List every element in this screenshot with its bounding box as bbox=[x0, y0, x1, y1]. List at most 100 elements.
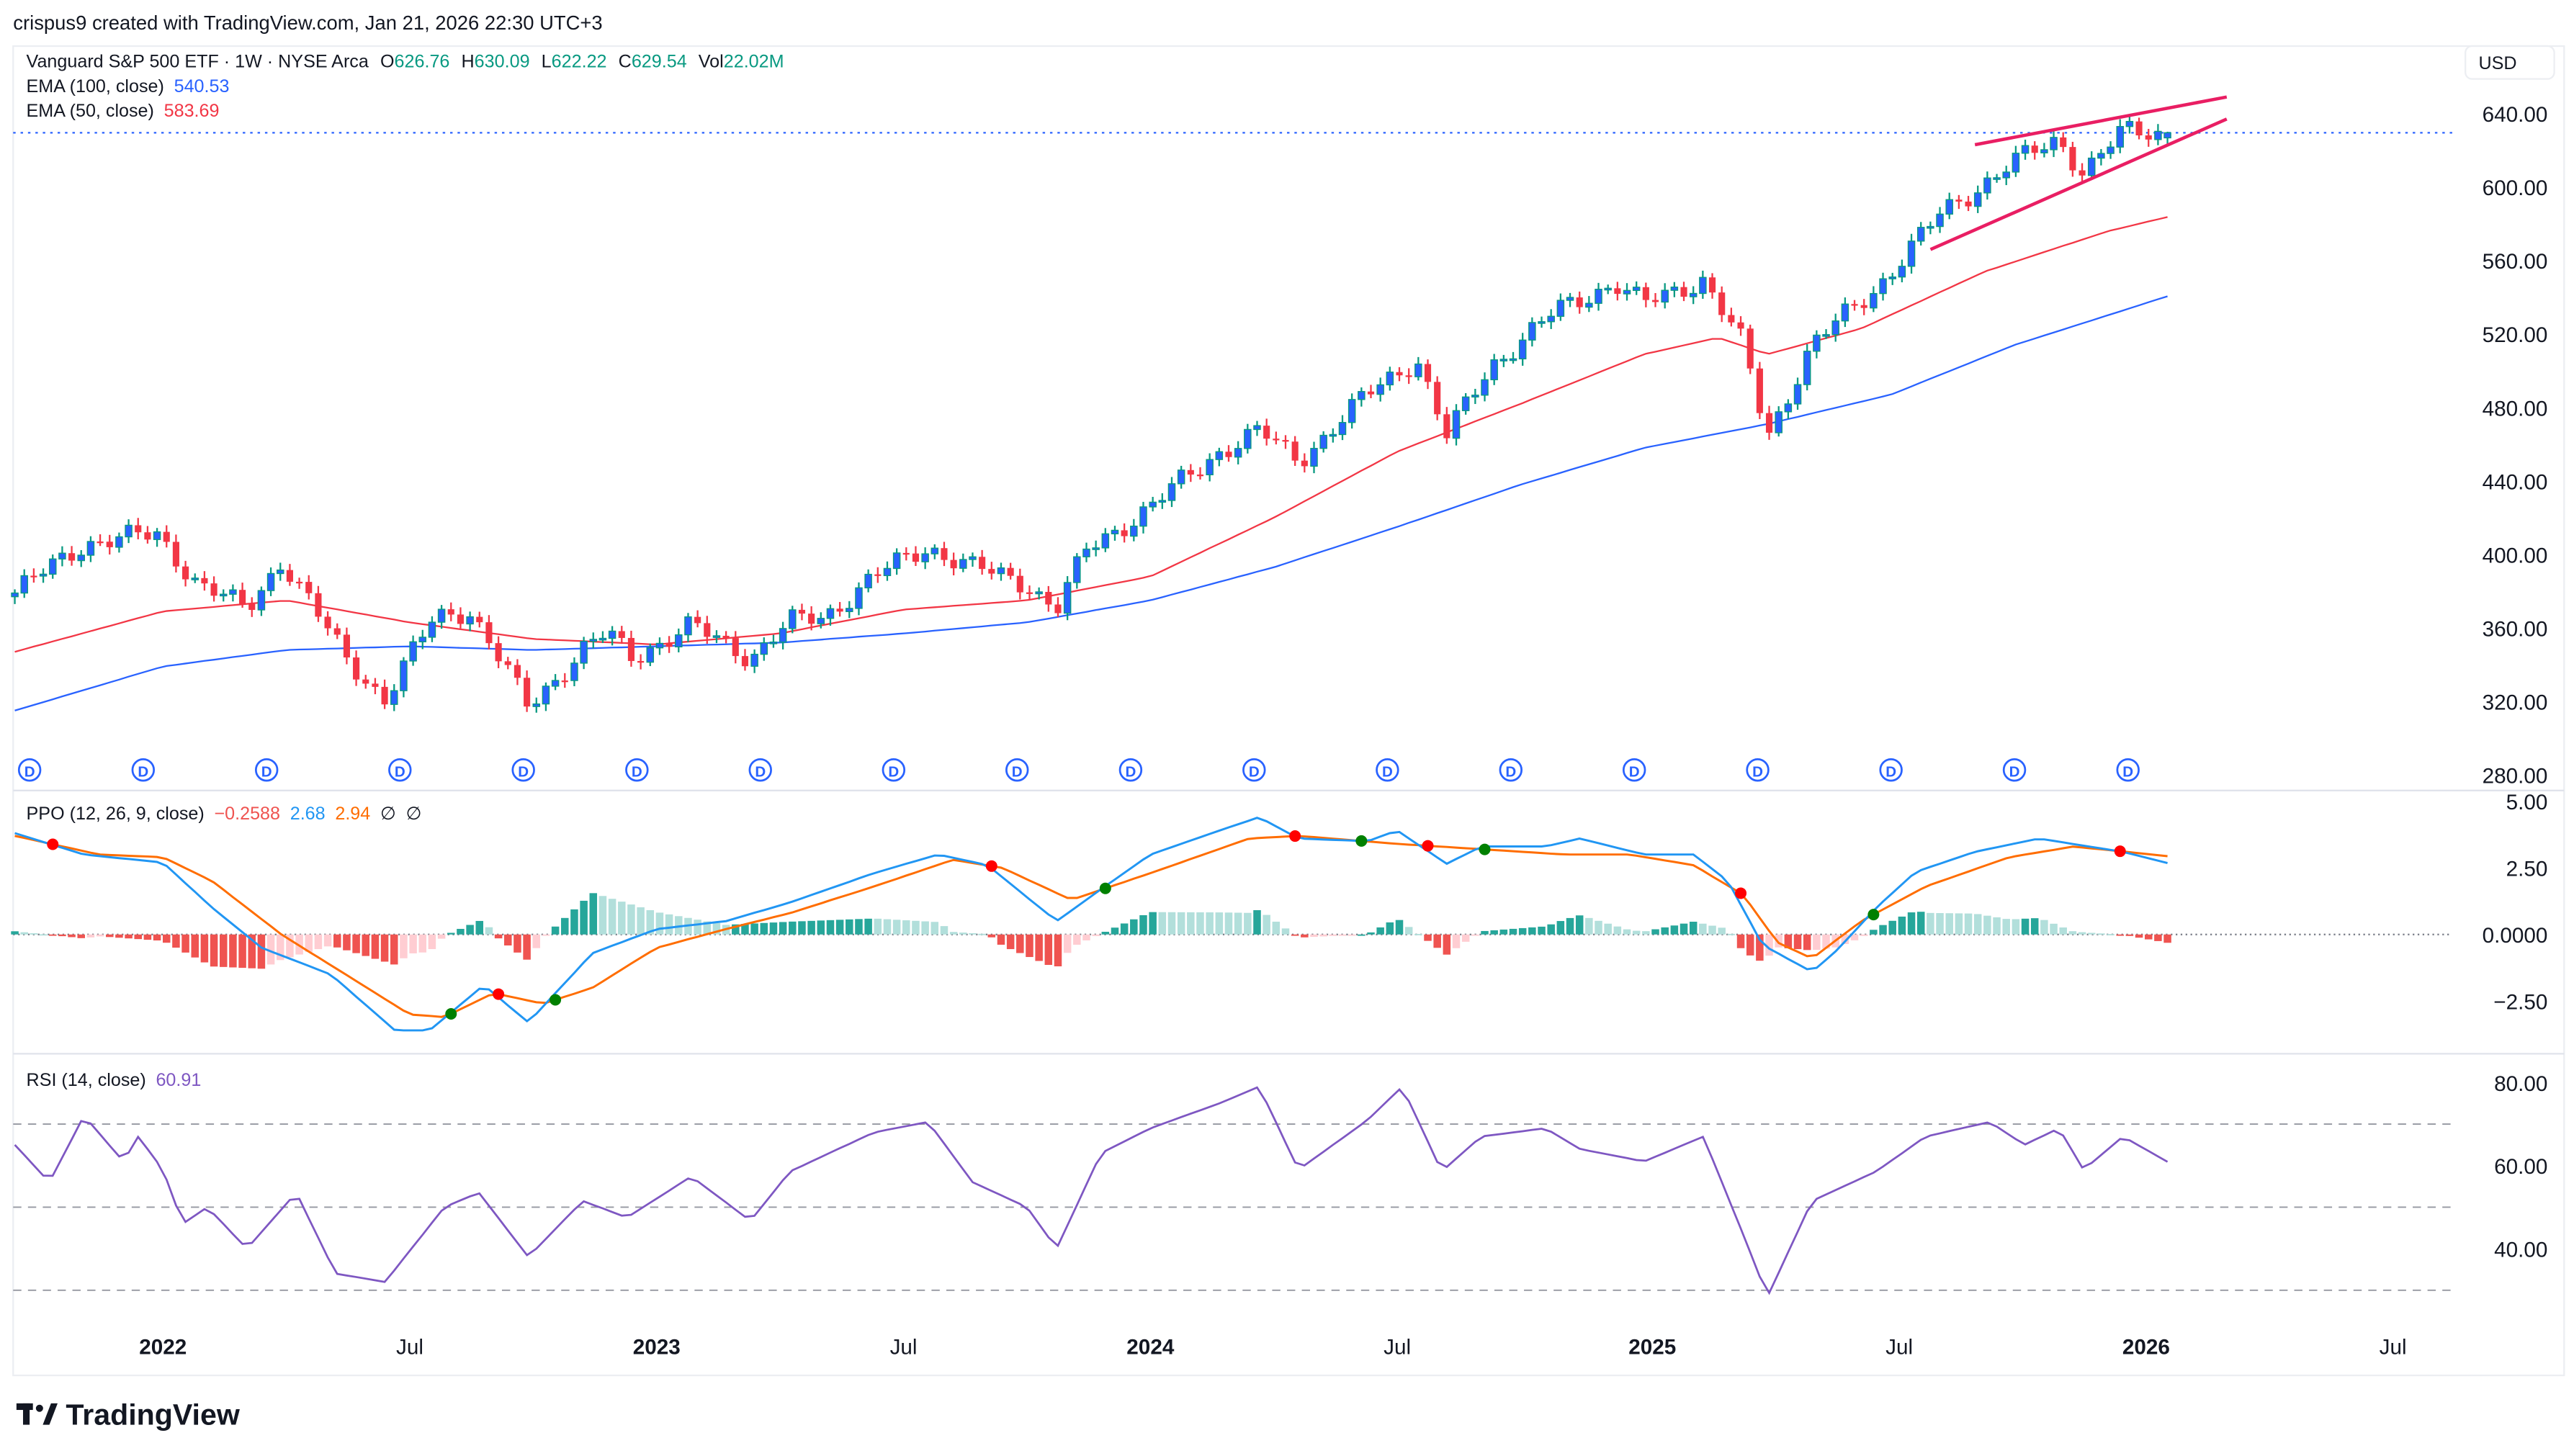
candle[interactable] bbox=[2012, 145, 2020, 177]
candle[interactable] bbox=[570, 657, 578, 686]
candle[interactable] bbox=[1870, 286, 1878, 313]
candle[interactable] bbox=[1670, 282, 1679, 297]
candle[interactable] bbox=[1121, 523, 1128, 543]
candle[interactable] bbox=[551, 674, 560, 691]
candle[interactable] bbox=[931, 544, 939, 560]
candle[interactable] bbox=[760, 637, 768, 661]
candle[interactable] bbox=[1879, 272, 1887, 301]
ppo-legend[interactable]: PPO (12, 26, 9, close) −0.2588 2.68 2.94 ∅ ∅ bbox=[27, 804, 422, 824]
candle[interactable] bbox=[1509, 351, 1517, 364]
candle[interactable] bbox=[1215, 447, 1224, 467]
candle[interactable] bbox=[1547, 309, 1555, 329]
candle[interactable] bbox=[39, 568, 48, 583]
candle[interactable] bbox=[1737, 316, 1744, 336]
ema100-legend[interactable]: EMA (100, close) 540.53 bbox=[27, 76, 230, 96]
candle[interactable] bbox=[1756, 361, 1763, 420]
candle[interactable] bbox=[988, 562, 995, 580]
candle[interactable] bbox=[1728, 307, 1735, 327]
candle[interactable] bbox=[1234, 441, 1242, 464]
candle[interactable] bbox=[1007, 562, 1014, 580]
candle[interactable] bbox=[524, 670, 531, 712]
candle[interactable] bbox=[2145, 129, 2152, 147]
candle[interactable] bbox=[627, 630, 635, 667]
candle[interactable] bbox=[694, 610, 701, 628]
candle[interactable] bbox=[722, 631, 730, 644]
candle[interactable] bbox=[2125, 114, 2134, 134]
candle[interactable] bbox=[580, 637, 588, 670]
candle[interactable] bbox=[1576, 291, 1583, 314]
dividend-marker[interactable]: D bbox=[388, 758, 412, 782]
candle[interactable] bbox=[1367, 385, 1375, 398]
candle[interactable] bbox=[2031, 141, 2038, 160]
candle[interactable] bbox=[637, 654, 645, 670]
candle[interactable] bbox=[333, 623, 341, 639]
dividend-marker[interactable]: D bbox=[131, 758, 156, 782]
rsi-legend[interactable]: RSI (14, close) 60.91 bbox=[27, 1070, 202, 1090]
candle[interactable] bbox=[191, 573, 199, 583]
candle[interactable] bbox=[883, 561, 892, 581]
candle[interactable] bbox=[1746, 324, 1754, 374]
candle[interactable] bbox=[1793, 377, 1802, 410]
candle[interactable] bbox=[1851, 300, 1858, 311]
candle[interactable] bbox=[1347, 393, 1356, 429]
candle[interactable] bbox=[135, 518, 142, 539]
dividend-marker[interactable]: D bbox=[625, 758, 649, 782]
candle[interactable] bbox=[97, 534, 104, 547]
candle[interactable] bbox=[172, 534, 179, 573]
candle[interactable] bbox=[1263, 418, 1270, 446]
candle[interactable] bbox=[665, 636, 673, 653]
candle[interactable] bbox=[1054, 597, 1062, 618]
candle[interactable] bbox=[864, 569, 872, 593]
candle[interactable] bbox=[1101, 528, 1110, 552]
candle[interactable] bbox=[532, 697, 541, 713]
candle[interactable] bbox=[1225, 445, 1232, 462]
candle[interactable] bbox=[798, 603, 806, 621]
candle[interactable] bbox=[921, 547, 929, 570]
candle[interactable] bbox=[1528, 317, 1536, 347]
candle[interactable] bbox=[1689, 286, 1698, 305]
candle[interactable] bbox=[437, 605, 446, 629]
ppo-line[interactable] bbox=[14, 817, 2168, 1032]
candle[interactable] bbox=[182, 560, 189, 587]
candle[interactable] bbox=[1338, 415, 1347, 441]
candle[interactable] bbox=[1471, 389, 1479, 405]
candle[interactable] bbox=[315, 585, 322, 622]
candle[interactable] bbox=[1035, 587, 1043, 600]
candle[interactable] bbox=[1632, 281, 1641, 295]
candle[interactable] bbox=[2002, 166, 2010, 186]
candle[interactable] bbox=[646, 643, 655, 667]
candle[interactable] bbox=[1945, 192, 1953, 220]
candle[interactable] bbox=[1319, 431, 1327, 453]
candle[interactable] bbox=[1158, 493, 1167, 509]
candle[interactable] bbox=[1718, 286, 1726, 323]
candle[interactable] bbox=[1927, 221, 1934, 235]
candle[interactable] bbox=[86, 536, 95, 562]
candle[interactable] bbox=[1623, 283, 1631, 301]
currency-button[interactable] bbox=[2465, 45, 2555, 80]
dividend-marker[interactable]: D bbox=[1376, 758, 1399, 782]
candle[interactable] bbox=[1414, 356, 1422, 381]
candle[interactable] bbox=[732, 631, 739, 664]
candle[interactable] bbox=[1983, 171, 1991, 200]
candle[interactable] bbox=[902, 547, 910, 561]
candle[interactable] bbox=[855, 582, 863, 616]
candle[interactable] bbox=[1803, 343, 1811, 391]
candle[interactable] bbox=[1973, 185, 1982, 213]
candle[interactable] bbox=[1860, 299, 1867, 315]
candle[interactable] bbox=[239, 583, 246, 608]
dividend-marker[interactable]: D bbox=[511, 758, 535, 782]
candle[interactable] bbox=[2135, 117, 2143, 140]
candle[interactable] bbox=[504, 657, 511, 670]
candle[interactable] bbox=[2107, 141, 2115, 159]
candle[interactable] bbox=[115, 532, 123, 553]
candle[interactable] bbox=[266, 567, 275, 596]
candle[interactable] bbox=[1699, 270, 1707, 299]
candle[interactable] bbox=[1130, 518, 1138, 541]
dividend-marker[interactable]: D bbox=[2116, 758, 2140, 782]
candle[interactable] bbox=[684, 613, 692, 642]
candle[interactable] bbox=[1196, 467, 1204, 480]
candle[interactable] bbox=[1273, 431, 1280, 445]
candle[interactable] bbox=[1282, 435, 1289, 449]
candle[interactable] bbox=[153, 528, 161, 547]
